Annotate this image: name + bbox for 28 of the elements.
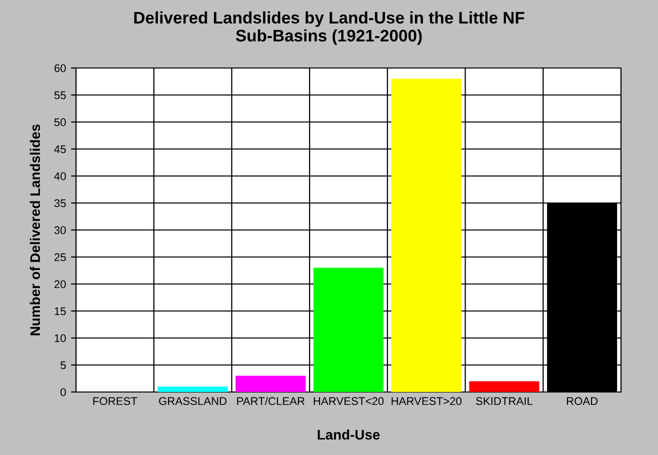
y-tick-label: 45 <box>54 145 66 154</box>
x-tick-label: HARVEST<20 <box>314 397 384 406</box>
chart-title: Delivered Landslides by Land-Use in the Little NF Sub-Basins (1921-2000) <box>134 11 524 45</box>
y-tick-label: 50 <box>54 118 66 126</box>
bar <box>236 376 306 392</box>
y-tick-label: 60 <box>54 64 66 72</box>
bar <box>313 268 384 392</box>
x-tick-label: GRASSLAND <box>159 397 227 406</box>
y-tick-label: 10 <box>54 334 66 342</box>
x-tick-label: HARVEST>20 <box>392 397 462 406</box>
bar <box>469 381 540 392</box>
y-tick-label: 0 <box>60 388 66 396</box>
y-tick-label: 35 <box>54 199 66 208</box>
bar <box>391 78 462 392</box>
y-tick-label: 15 <box>54 307 66 316</box>
y-tick-label: 25 <box>54 253 66 262</box>
x-tick-label: FOREST <box>93 397 138 406</box>
x-axis-title: Land-Use <box>318 429 380 440</box>
x-tick-label: ROAD <box>566 397 598 406</box>
y-axis-title: Number of Delivered Landslides <box>30 124 40 336</box>
y-tick-label: 5 <box>60 361 66 370</box>
y-tick-label: 30 <box>54 226 66 234</box>
y-tick-label: 55 <box>54 91 66 100</box>
x-tick-label: SKIDTRAIL <box>476 397 533 406</box>
y-tick-label: 20 <box>54 280 66 288</box>
x-tick-label: PART/CLEAR <box>237 396 305 406</box>
bar <box>158 386 228 392</box>
y-tick-label: 40 <box>54 172 66 180</box>
